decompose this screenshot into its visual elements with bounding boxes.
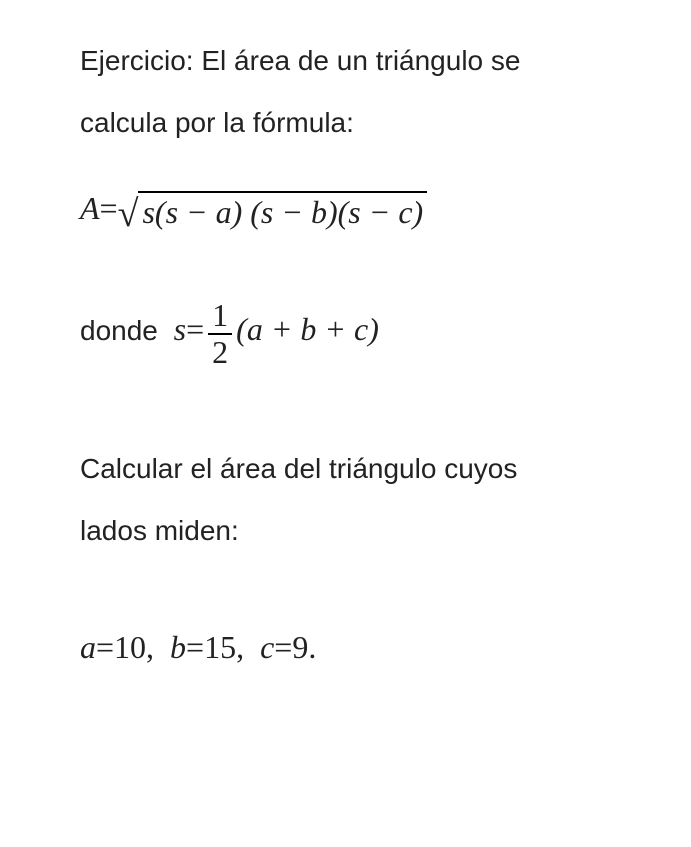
radical-sign: √ — [118, 195, 139, 233]
intro-paragraph: Ejercicio: El área de un triángulo se ca… — [80, 30, 651, 153]
calc-paragraph: Calcular el área del triángulo cuyos lad… — [80, 438, 651, 561]
intro-line-1: Ejercicio: El área de un triángulo se — [80, 45, 520, 76]
frac-den: 2 — [208, 333, 232, 370]
area-eq: = — [100, 190, 118, 226]
formula-area: A=√s(s − a) (s − b)(s − c) — [80, 173, 651, 243]
c-val: =9. — [274, 629, 316, 665]
a-var: a — [80, 629, 96, 665]
donde-label: donde — [80, 315, 158, 346]
intro-line-2: calcula por la fórmula: — [80, 107, 354, 138]
s-rest: (a + b + c) — [236, 311, 379, 347]
s-lhs: s — [174, 311, 186, 347]
sqrt: √s(s − a) (s − b)(s − c) — [118, 191, 428, 233]
formula-s: s=12(a + b + c) — [166, 311, 379, 347]
b-val: =15, — [186, 629, 244, 665]
calc-line-2: lados miden: — [80, 515, 239, 546]
one-half-frac: 12 — [208, 298, 232, 370]
c-var: c — [260, 629, 274, 665]
a-val: =10, — [96, 629, 154, 665]
area-lhs: A — [80, 190, 100, 226]
radicand: s(s − a) (s − b)(s − c) — [138, 191, 427, 233]
values-line: a=10, b=15, c=9. — [80, 612, 651, 682]
b-var: b — [170, 629, 186, 665]
frac-num: 1 — [208, 298, 232, 333]
s-eq: = — [186, 311, 204, 347]
s-definition-line: donde s=12(a + b + c) — [80, 294, 651, 369]
calc-line-1: Calcular el área del triángulo cuyos — [80, 453, 517, 484]
